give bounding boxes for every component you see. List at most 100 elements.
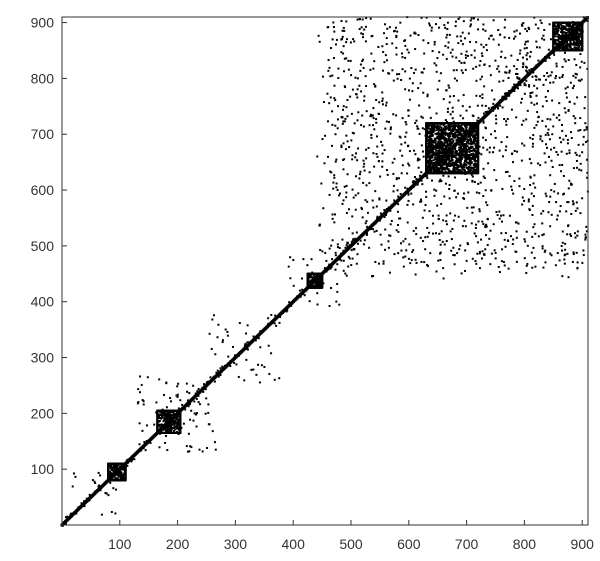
- nonzero-mark: [545, 100, 548, 103]
- nonzero-mark: [457, 42, 460, 45]
- nonzero-mark: [408, 243, 411, 246]
- nonzero-mark: [407, 51, 410, 54]
- nonzero-mark: [569, 233, 572, 236]
- nonzero-mark: [576, 207, 579, 210]
- nonzero-mark: [168, 427, 171, 430]
- nonzero-mark: [456, 192, 459, 195]
- nonzero-mark: [517, 87, 520, 90]
- nonzero-mark: [440, 123, 443, 126]
- nonzero-mark: [545, 143, 548, 146]
- nonzero-mark: [469, 131, 472, 134]
- nonzero-mark: [466, 141, 469, 144]
- nonzero-mark: [544, 133, 547, 136]
- nonzero-mark: [452, 254, 455, 257]
- nonzero-mark: [436, 156, 439, 159]
- nonzero-mark: [457, 166, 460, 169]
- nonzero-mark: [379, 217, 382, 220]
- nonzero-mark: [160, 411, 163, 414]
- nonzero-mark: [530, 192, 533, 195]
- nonzero-mark: [472, 147, 475, 150]
- nonzero-mark: [436, 126, 439, 129]
- nonzero-mark: [472, 125, 475, 128]
- nonzero-mark: [223, 364, 226, 367]
- nonzero-mark: [578, 154, 581, 157]
- nonzero-mark: [482, 223, 485, 226]
- nonzero-mark: [207, 411, 210, 414]
- nonzero-mark: [448, 138, 451, 141]
- nonzero-mark: [449, 154, 452, 157]
- nonzero-mark: [365, 110, 368, 113]
- nonzero-mark: [576, 230, 579, 233]
- nonzero-mark: [457, 137, 460, 140]
- nonzero-mark: [334, 268, 337, 271]
- nonzero-mark: [511, 161, 514, 164]
- nonzero-mark: [316, 155, 319, 158]
- nonzero-mark: [446, 133, 449, 136]
- nonzero-mark: [426, 263, 429, 266]
- nonzero-mark: [334, 99, 337, 102]
- nonzero-mark: [476, 104, 479, 107]
- nonzero-mark: [429, 154, 432, 157]
- nonzero-mark: [493, 169, 496, 172]
- nonzero-mark: [436, 159, 439, 162]
- nonzero-mark: [525, 230, 528, 233]
- nonzero-mark: [473, 166, 476, 169]
- nonzero-mark: [427, 127, 430, 130]
- nonzero-mark: [460, 135, 463, 138]
- nonzero-mark: [566, 201, 569, 204]
- nonzero-mark: [404, 186, 407, 189]
- nonzero-mark: [441, 240, 444, 243]
- nonzero-mark: [555, 62, 558, 65]
- nonzero-mark: [447, 129, 450, 132]
- nonzero-mark: [525, 54, 528, 57]
- nonzero-mark: [437, 125, 440, 128]
- nonzero-mark: [563, 262, 566, 265]
- nonzero-mark: [450, 160, 453, 163]
- nonzero-mark: [400, 78, 403, 81]
- nonzero-mark: [421, 127, 424, 130]
- nonzero-mark: [213, 441, 216, 444]
- nonzero-mark: [575, 73, 578, 76]
- nonzero-mark: [529, 55, 532, 58]
- nonzero-mark: [345, 196, 348, 199]
- nonzero-mark: [356, 159, 359, 162]
- nonzero-mark: [448, 86, 451, 89]
- nonzero-mark: [330, 144, 333, 147]
- nonzero-mark: [445, 155, 448, 158]
- nonzero-mark: [432, 172, 435, 175]
- nonzero-mark: [312, 279, 315, 282]
- nonzero-mark: [432, 147, 435, 150]
- nonzero-mark: [442, 158, 445, 161]
- nonzero-mark: [413, 180, 416, 183]
- nonzero-mark: [569, 81, 572, 84]
- nonzero-mark: [460, 61, 463, 64]
- nonzero-mark: [455, 159, 458, 162]
- nonzero-mark: [559, 45, 562, 48]
- nonzero-mark: [476, 252, 479, 255]
- nonzero-mark: [473, 49, 476, 52]
- nonzero-mark: [456, 125, 459, 128]
- nonzero-mark: [431, 155, 434, 158]
- nonzero-mark: [461, 145, 464, 148]
- nonzero-mark: [250, 368, 253, 371]
- nonzero-mark: [77, 506, 80, 509]
- nonzero-mark: [273, 322, 276, 325]
- nonzero-mark: [466, 167, 469, 170]
- nonzero-mark: [533, 126, 536, 129]
- nonzero-mark: [441, 141, 444, 144]
- nonzero-mark: [503, 238, 506, 241]
- nonzero-mark: [533, 195, 535, 198]
- nonzero-mark: [553, 190, 556, 193]
- nonzero-mark: [176, 385, 179, 388]
- nonzero-mark: [420, 16, 423, 19]
- nonzero-mark: [460, 69, 463, 72]
- nonzero-mark: [169, 420, 172, 423]
- nonzero-mark: [109, 473, 112, 476]
- nonzero-mark: [570, 183, 573, 186]
- nonzero-mark: [448, 197, 451, 200]
- nonzero-mark: [336, 246, 339, 249]
- nonzero-mark: [413, 71, 416, 74]
- nonzero-mark: [352, 239, 355, 242]
- nonzero-mark: [420, 200, 423, 203]
- nonzero-mark: [437, 26, 440, 29]
